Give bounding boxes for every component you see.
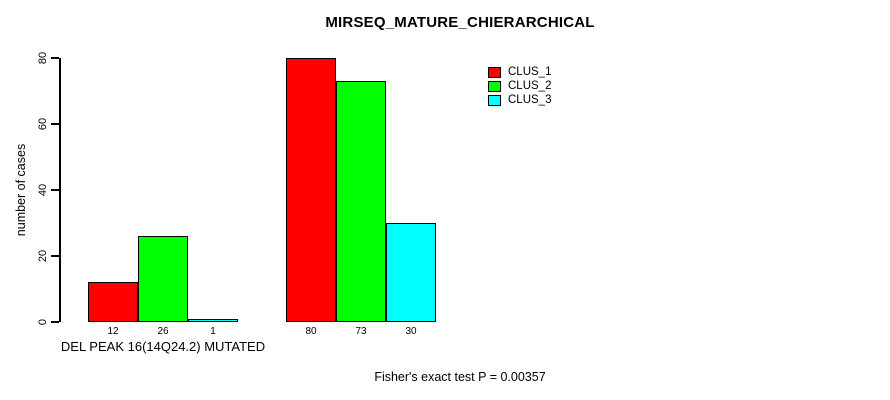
y-tick-label: 20 [37, 249, 49, 263]
legend-label: CLUS_2 [508, 80, 552, 92]
legend-swatch-icon [488, 80, 501, 92]
y-axis-label: number of cases [14, 143, 28, 237]
y-tick-mark [51, 255, 59, 257]
bar-value-label: 30 [405, 326, 417, 337]
bar-clus_2-group2 [336, 81, 386, 322]
y-tick-label: 0 [37, 318, 49, 326]
bar-value-label: 1 [210, 326, 216, 337]
bar-value-label: 12 [107, 326, 119, 337]
bar-value-label: 80 [305, 326, 317, 337]
bar-clus_3-group1 [188, 318, 238, 322]
y-tick-mark [51, 189, 59, 191]
legend: CLUS_1 CLUS_2 CLUS_3 [488, 65, 551, 107]
chart-title: MIRSEQ_MATURE_CHIERARCHICAL [325, 14, 595, 31]
x-group-label: DEL PEAK 16(14Q24.2) MUTATED [60, 339, 266, 354]
legend-row-clus_2: CLUS_2 [488, 79, 551, 93]
legend-swatch-icon [488, 94, 501, 106]
legend-row-clus_1: CLUS_1 [488, 65, 551, 79]
y-tick-label: 60 [37, 117, 49, 131]
legend-label: CLUS_1 [508, 66, 552, 78]
bar-clus_3-group2 [386, 223, 436, 322]
y-tick-label: 40 [37, 183, 49, 197]
y-tick-mark [51, 57, 59, 59]
legend-row-clus_3: CLUS_3 [488, 93, 551, 107]
legend-label: CLUS_3 [508, 94, 552, 106]
legend-swatch-icon [488, 66, 501, 78]
bar-clus_1-group1 [88, 282, 138, 322]
bar-clus_2-group1 [138, 236, 188, 322]
bar-clus_1-group2 [286, 58, 336, 322]
bar-value-label: 73 [355, 326, 367, 337]
y-axis-line [59, 58, 61, 322]
y-tick-mark [51, 123, 59, 125]
bar-value-label: 26 [157, 326, 169, 337]
y-tick-label: 80 [37, 51, 49, 65]
y-tick-mark [51, 321, 59, 323]
annotation-text: Fisher's exact test P = 0.00357 [374, 370, 546, 384]
